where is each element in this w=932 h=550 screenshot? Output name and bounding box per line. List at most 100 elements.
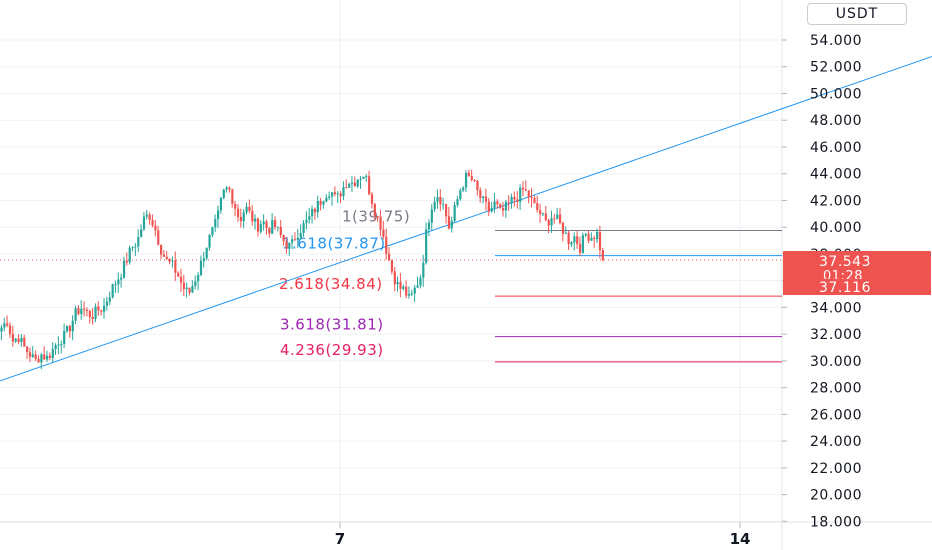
candle-body (410, 293, 413, 295)
candle-body (199, 261, 203, 275)
candle (502, 201, 505, 217)
candle-body (539, 210, 542, 215)
candle (376, 215, 379, 222)
candle (356, 179, 359, 189)
candle (71, 315, 74, 341)
fib-label-1[interactable]: 1(39.75) (342, 208, 410, 226)
candle-body (11, 334, 14, 342)
candle (60, 340, 63, 354)
candle (274, 216, 277, 230)
y-tick-label: 18.000 (810, 514, 862, 530)
candle (567, 230, 570, 251)
candle (370, 191, 374, 209)
candle (507, 195, 510, 211)
candle-body (248, 206, 251, 211)
candle-body (353, 182, 356, 187)
candle (188, 287, 191, 296)
candle-body (0, 327, 3, 332)
candle (103, 297, 106, 319)
candle-body (296, 237, 299, 241)
candle-body (601, 250, 604, 261)
candle (593, 235, 596, 248)
candle-body (507, 201, 510, 203)
currency-unit-button[interactable]: USDT (807, 3, 907, 25)
y-tick-label: 24.000 (810, 434, 862, 450)
candle (97, 301, 100, 316)
candle-body (561, 222, 565, 234)
candle-body (40, 354, 43, 363)
candle (385, 228, 388, 261)
candle (308, 208, 311, 224)
x-tick-label: 14 (730, 530, 751, 548)
candle (516, 190, 519, 209)
candle (556, 208, 559, 220)
candle (40, 353, 43, 370)
candle-body (165, 256, 168, 259)
y-tick-label: 30.000 (810, 354, 862, 370)
candle (339, 191, 342, 204)
candle-body (37, 358, 40, 363)
candle-body (587, 233, 590, 241)
fib-label-2-618[interactable]: 2.618(34.84) (279, 275, 383, 293)
candle-body (140, 229, 143, 238)
candle-body (325, 197, 328, 202)
candle (11, 325, 14, 347)
candle-body (502, 207, 505, 211)
candle (524, 180, 527, 191)
fib-extension[interactable]: 1(39.75) 1.618(37.87) 2.618(34.84) 3.618(31… (0, 208, 782, 363)
candle-body (188, 287, 191, 293)
y-tick-label: 26.000 (810, 407, 862, 423)
candle (217, 205, 220, 228)
candle-body (544, 213, 547, 221)
candle-body (100, 310, 103, 312)
candle (365, 174, 368, 182)
candle (48, 352, 52, 361)
candle (231, 188, 234, 208)
candle (299, 224, 302, 241)
candle-body (245, 206, 248, 213)
candle-body (305, 219, 308, 224)
candle (536, 195, 539, 213)
candle-body (3, 323, 6, 328)
candle (319, 197, 322, 211)
candle (350, 175, 354, 192)
candle (439, 189, 442, 212)
candle (174, 251, 177, 281)
candle (476, 179, 479, 196)
fib-label-1-618[interactable]: 1.618(37.87) (282, 235, 386, 253)
candle (305, 211, 308, 230)
fib-label-4-236[interactable]: 4.236(29.93) (280, 341, 384, 359)
candle (31, 345, 34, 358)
candle (91, 307, 94, 325)
candle (533, 195, 536, 204)
candle (151, 214, 154, 228)
candle-body (504, 201, 508, 211)
candle (197, 272, 200, 291)
trendline[interactable] (0, 39, 932, 382)
candle (496, 199, 499, 209)
candle (368, 170, 371, 196)
candle-body (393, 271, 396, 285)
candle-body (274, 220, 277, 228)
candle (407, 286, 411, 299)
candle (228, 186, 231, 193)
candle-body (154, 225, 157, 231)
candle (527, 189, 530, 204)
candle-body (373, 203, 376, 217)
candle (234, 200, 237, 217)
time-axis[interactable]: 7 14 (335, 522, 751, 548)
fib-label-3-618[interactable]: 3.618(31.81) (280, 316, 384, 334)
candle-body (28, 352, 32, 357)
candle (382, 220, 385, 240)
candle (302, 220, 305, 237)
candle (559, 207, 562, 225)
candle (405, 280, 408, 299)
candle (191, 280, 194, 294)
candle (459, 188, 462, 201)
candle (479, 187, 482, 203)
candle (179, 268, 183, 293)
candle-body (302, 223, 305, 234)
candle-body (43, 354, 46, 360)
candle-body (77, 308, 80, 315)
